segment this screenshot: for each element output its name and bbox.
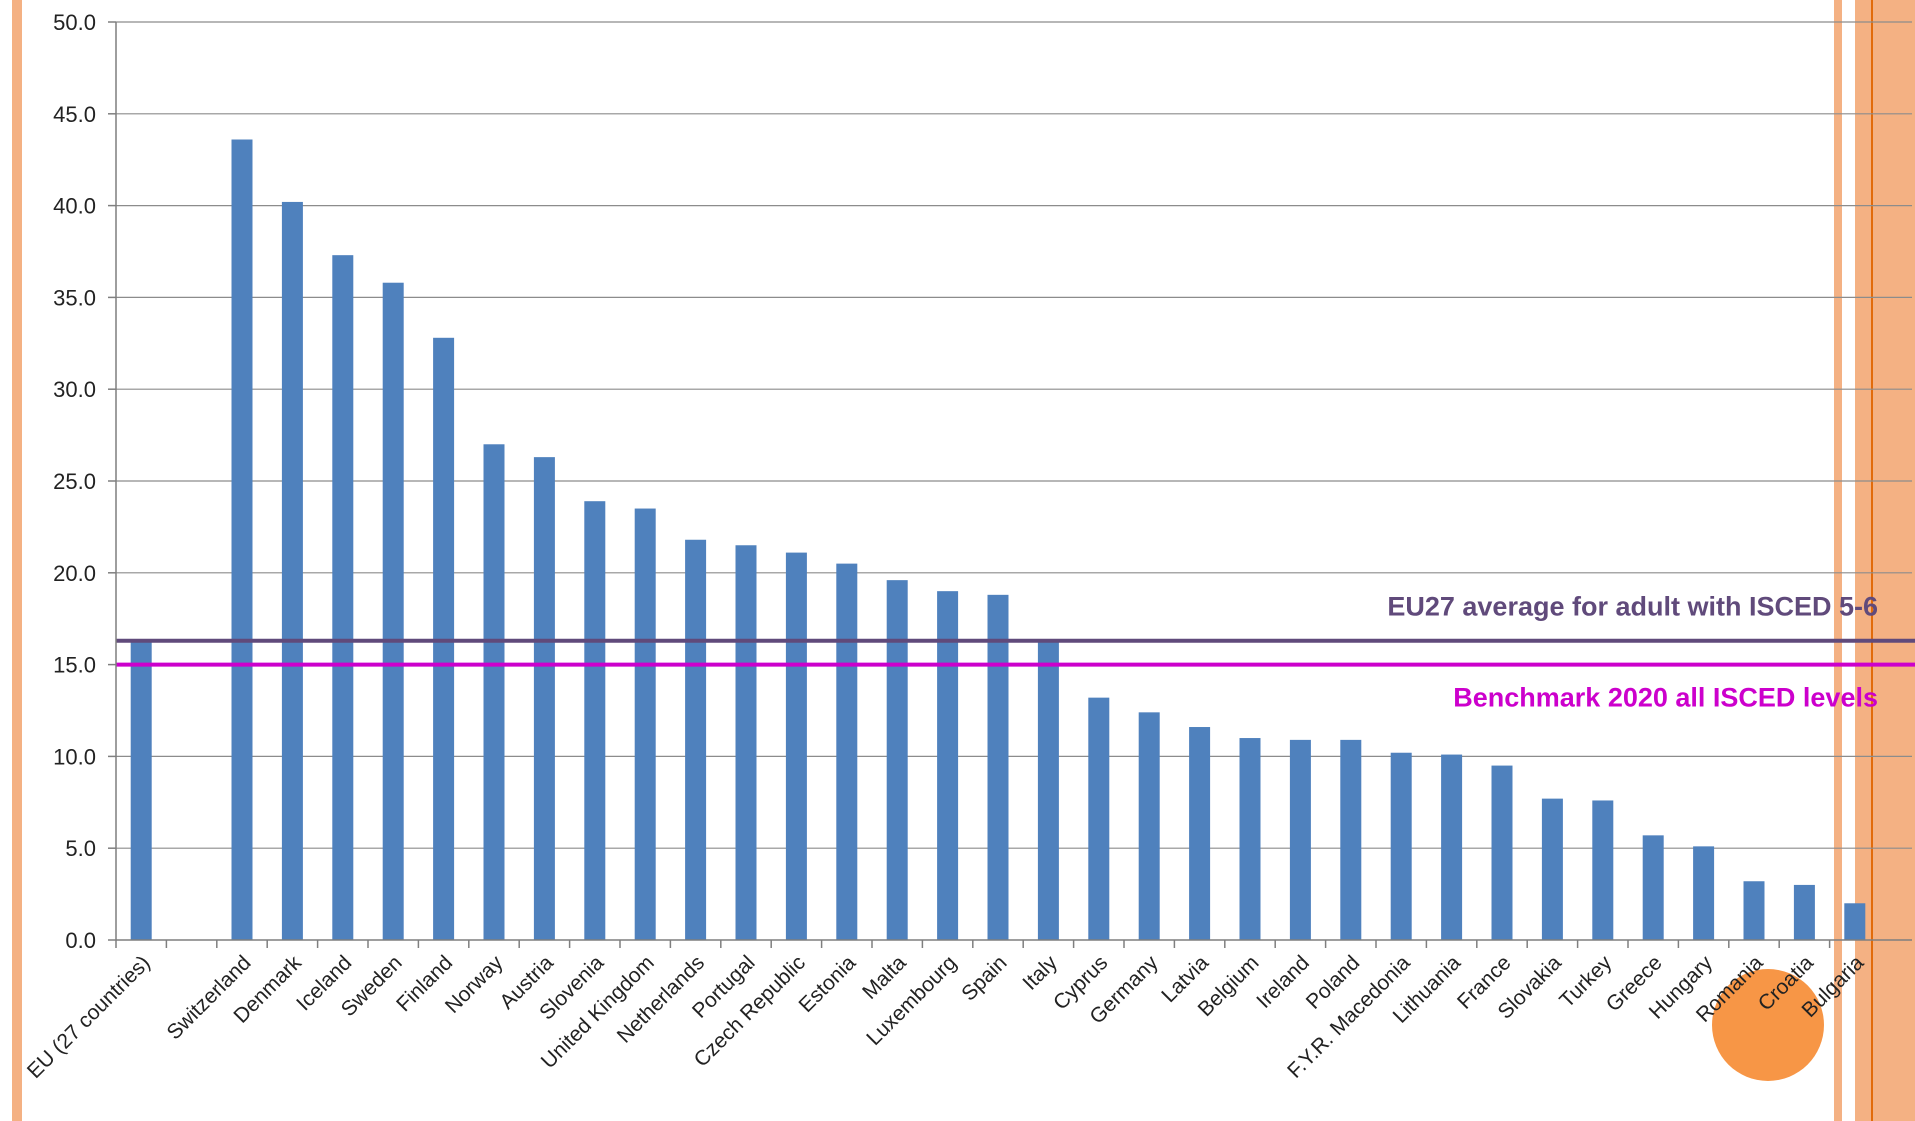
bar-belgium — [1239, 738, 1261, 940]
category-label: Italy — [1018, 951, 1062, 995]
bar-turkey — [1592, 800, 1614, 940]
y-tick-label: 40.0 — [53, 194, 96, 219]
bar-romania — [1743, 881, 1765, 940]
bar-slovenia — [584, 501, 606, 940]
bar-croatia — [1793, 884, 1815, 940]
bar-united-kingdom — [634, 508, 656, 940]
bar-portugal — [735, 545, 757, 940]
y-tick-label: 20.0 — [53, 561, 96, 586]
bar-czech-republic — [785, 552, 807, 940]
category-label: EU (27 countries) — [23, 951, 155, 1083]
bar-switzerland — [231, 139, 253, 940]
bar-denmark — [281, 201, 303, 941]
category-label: Switzerland — [163, 951, 256, 1044]
bar-sweden — [382, 282, 404, 940]
axes — [108, 21, 1912, 948]
y-tick-label: 0.0 — [65, 928, 96, 953]
bar-eu-27-countries — [130, 640, 152, 940]
bar-lithuania — [1441, 754, 1463, 940]
category-label: Ireland — [1252, 951, 1314, 1013]
bar-ireland — [1289, 739, 1311, 940]
y-tick-label: 5.0 — [65, 836, 96, 861]
bar-iceland — [332, 255, 354, 940]
bar-netherlands — [685, 539, 707, 940]
reference-lines — [116, 638, 1915, 667]
bar-spain — [987, 594, 1009, 940]
category-label: Estonia — [795, 951, 861, 1017]
bar-bulgaria — [1844, 903, 1866, 940]
y-tick-label: 15.0 — [53, 653, 96, 678]
bar-norway — [483, 444, 505, 940]
bar-germany — [1138, 712, 1160, 940]
y-tick-label: 10.0 — [53, 744, 96, 769]
bar-austria — [533, 457, 555, 940]
y-tick-label: 50.0 — [53, 10, 96, 35]
bar-france — [1491, 765, 1513, 940]
bar-poland — [1340, 739, 1362, 940]
reference-label-0: EU27 average for adult with ISCED 5-6 — [1387, 592, 1878, 622]
category-label: Norway — [441, 951, 508, 1018]
bar-f-y-r-macedonia — [1390, 752, 1412, 940]
right-decor-stripe — [1834, 0, 1842, 1121]
category-label: Spain — [957, 951, 1011, 1005]
bar-italy — [1037, 640, 1059, 940]
bar-hungary — [1693, 846, 1715, 940]
left-decor-stripe — [12, 0, 22, 1121]
y-tick-label: 25.0 — [53, 469, 96, 494]
decor-layer — [12, 0, 1915, 1121]
bars — [130, 139, 1866, 941]
bar-cyprus — [1088, 697, 1110, 940]
highlight-circle — [1712, 969, 1824, 1081]
y-tick-label: 45.0 — [53, 102, 96, 127]
bar-malta — [886, 580, 908, 940]
right-decor-band — [1855, 0, 1915, 1121]
y-tick-label: 35.0 — [53, 285, 96, 310]
reference-label-1: Benchmark 2020 all ISCED levels — [1453, 683, 1878, 713]
bar-latvia — [1189, 727, 1211, 940]
bar-luxembourg — [937, 591, 959, 940]
bar-greece — [1642, 835, 1664, 940]
bar-slovakia — [1541, 798, 1563, 940]
y-tick-label: 30.0 — [53, 377, 96, 402]
bar-estonia — [836, 563, 858, 940]
